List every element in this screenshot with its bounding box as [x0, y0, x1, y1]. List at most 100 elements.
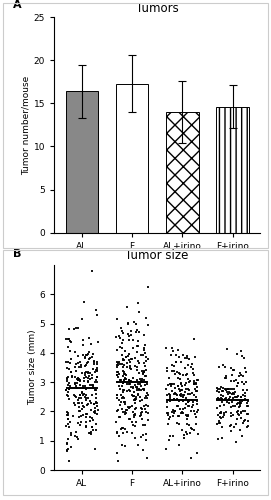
Point — [137, 396, 142, 404]
Point — [193, 380, 198, 388]
Point — [217, 419, 222, 427]
Point — [144, 378, 149, 386]
Point — [177, 412, 181, 420]
Point — [218, 402, 222, 410]
Point — [235, 408, 239, 416]
Point — [117, 382, 121, 390]
Point — [232, 390, 236, 398]
Point — [120, 441, 124, 449]
Point — [225, 398, 230, 406]
Point — [76, 419, 80, 427]
Point — [191, 369, 195, 377]
Point — [94, 390, 98, 398]
Point — [144, 408, 148, 416]
Point — [79, 314, 84, 322]
Point — [93, 394, 98, 402]
Point — [145, 389, 149, 397]
Point — [122, 368, 126, 376]
Point — [165, 364, 169, 372]
Point — [144, 430, 149, 438]
Point — [95, 406, 100, 414]
Point — [164, 444, 169, 452]
Point — [76, 376, 80, 384]
Point — [169, 350, 173, 358]
Point — [231, 411, 235, 419]
Point — [120, 344, 124, 351]
Point — [74, 382, 78, 390]
Point — [218, 394, 223, 402]
Point — [116, 359, 120, 367]
Point — [129, 376, 133, 384]
Point — [236, 404, 241, 411]
Point — [244, 368, 248, 376]
Point — [80, 406, 84, 413]
Point — [143, 372, 147, 380]
Point — [95, 364, 99, 372]
Point — [178, 374, 182, 382]
Point — [120, 327, 124, 335]
Point — [72, 362, 77, 370]
Point — [120, 339, 124, 347]
Point — [144, 392, 148, 400]
Point — [166, 420, 170, 428]
Point — [234, 420, 238, 428]
Point — [82, 353, 87, 361]
Point — [225, 388, 229, 396]
Point — [177, 396, 181, 404]
Point — [138, 393, 142, 401]
Point — [114, 346, 119, 354]
Point — [78, 358, 83, 366]
Point — [181, 392, 185, 400]
Point — [76, 396, 80, 404]
Point — [126, 404, 131, 411]
Y-axis label: Tumor number/mouse: Tumor number/mouse — [22, 76, 31, 174]
Point — [138, 352, 143, 360]
Point — [126, 402, 130, 410]
Point — [224, 386, 228, 394]
Point — [91, 382, 95, 390]
Point — [68, 418, 73, 426]
Point — [195, 406, 200, 414]
Point — [173, 370, 177, 378]
Point — [192, 406, 196, 414]
Point — [143, 381, 147, 389]
Point — [67, 338, 72, 345]
Point — [77, 412, 81, 420]
Point — [68, 443, 73, 451]
Point — [239, 394, 243, 402]
Point — [140, 351, 145, 359]
Point — [120, 379, 125, 387]
Point — [189, 408, 193, 416]
Point — [191, 365, 195, 373]
Point — [231, 394, 235, 402]
Point — [130, 418, 135, 426]
Point — [186, 412, 190, 420]
Point — [81, 298, 86, 306]
Point — [238, 400, 242, 408]
Point — [78, 381, 82, 389]
Point — [67, 325, 72, 333]
Point — [246, 397, 250, 405]
Point — [115, 371, 119, 379]
Point — [143, 394, 147, 402]
Point — [128, 382, 133, 390]
Point — [122, 386, 127, 394]
Point — [190, 404, 195, 411]
Point — [115, 315, 119, 323]
Point — [179, 358, 184, 366]
Point — [220, 387, 224, 395]
Point — [228, 409, 233, 417]
Point — [220, 424, 225, 432]
Point — [118, 343, 122, 351]
Point — [187, 422, 191, 430]
Point — [121, 367, 125, 375]
Point — [144, 401, 149, 409]
Point — [246, 418, 250, 426]
Point — [166, 381, 170, 389]
Point — [122, 424, 127, 432]
Point — [130, 391, 134, 399]
Point — [65, 411, 69, 419]
Point — [93, 404, 97, 412]
Point — [176, 382, 180, 390]
Point — [140, 366, 144, 374]
